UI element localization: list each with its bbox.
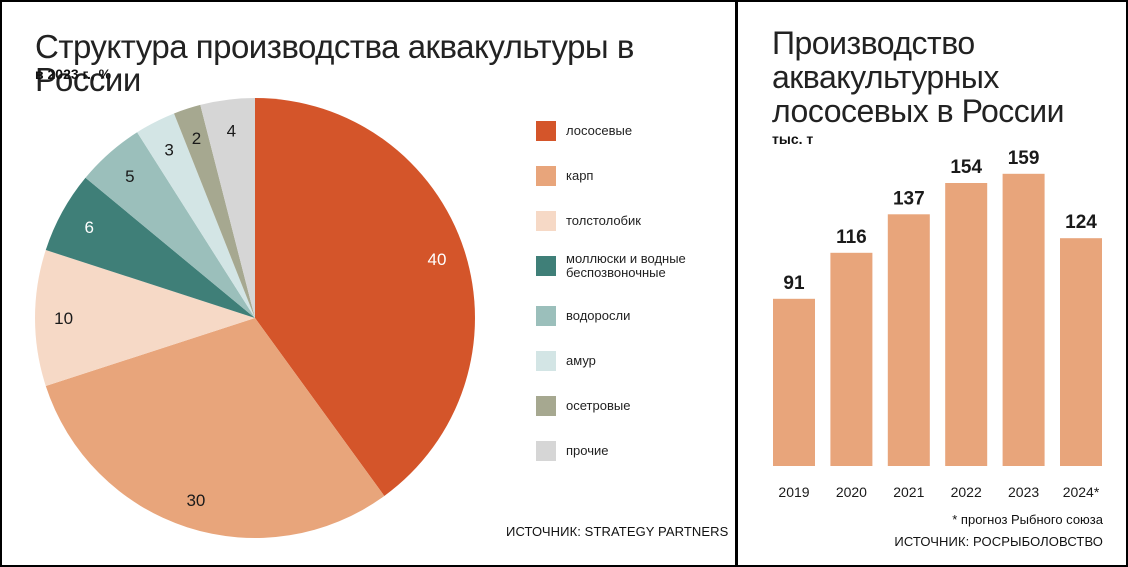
bar-value-label: 124 (1065, 212, 1097, 233)
bar-chart-subtitle: тыс. т (772, 131, 814, 147)
legend-item: карп (536, 165, 726, 187)
bar-chart-title-line-2: аквакультурных (772, 59, 999, 95)
legend-swatch (536, 166, 556, 186)
bar-value-label: 159 (1008, 148, 1040, 169)
legend-label: моллюски и водные беспозвоночные (566, 251, 686, 280)
pie-chart-panel: Структура производства аквакультуры в Ро… (35, 28, 729, 539)
bar-value-label: 137 (893, 188, 925, 209)
legend-item: моллюски и водные беспозвоночные (536, 251, 726, 280)
legend-label: прочие (566, 443, 609, 458)
bar-chart-panel: Производство аквакультурных лососевых в … (738, 0, 1128, 567)
pie-slice (85, 132, 256, 318)
bar-chart-title: Производство аквакультурных лососевых в … (772, 26, 1112, 128)
legend-swatch (536, 211, 556, 231)
pie-slice (137, 113, 255, 318)
pie-chart-source: ИСТОЧНИК: STRATEGY PARTNERS (506, 524, 729, 539)
pie-slice-label: 6 (84, 218, 93, 237)
legend-item: прочие (536, 440, 726, 462)
pie-slice-label: 30 (186, 491, 205, 510)
legend-label: амур (566, 353, 596, 368)
bar-category-label: 2019 (778, 484, 809, 500)
legend-swatch (536, 306, 556, 326)
bar-chart: 91 2019 116 2020 137 2021 154 2022 159 2023 124 202… (773, 148, 1102, 500)
pie-slice (45, 318, 385, 538)
legend-swatch (536, 396, 556, 416)
bar-category-label: 2023 (1008, 484, 1039, 500)
bar (1060, 238, 1102, 466)
pie-slice (35, 250, 255, 386)
bar-value-label: 91 (783, 273, 805, 294)
pie-slice (45, 177, 255, 318)
legend-label: лососевые (566, 123, 633, 138)
pie-slice-label: 5 (125, 167, 134, 186)
bar-value-label: 116 (836, 227, 867, 248)
legend-item: осетровые (536, 395, 726, 417)
bar-value-label: 154 (950, 157, 982, 178)
legend-item: толстолобик (536, 210, 726, 232)
pie-slice-label: 4 (227, 121, 236, 140)
bar (830, 252, 873, 466)
bar-chart-note: * прогноз Рыбного союза (952, 512, 1103, 527)
bar (1002, 173, 1045, 467)
legend-item: водоросли (536, 305, 726, 327)
legend-swatch (536, 441, 556, 461)
bar-category-label: 2022 (951, 484, 982, 500)
legend-label: водоросли (566, 308, 631, 323)
panel-divider (735, 0, 738, 567)
legend-label: толстолобик (566, 213, 641, 228)
pie-slice-label: 40 (428, 250, 447, 269)
bar-chart-title-line-3: лососевых в России (772, 93, 1065, 129)
pie-slice-label: 10 (54, 309, 73, 328)
legend-swatch (536, 351, 556, 371)
legend-label: карп (566, 168, 594, 183)
legend-label: осетровые (566, 398, 631, 413)
bar (945, 183, 988, 466)
bar (887, 214, 930, 466)
bar-chart-title-line-1: Производство (772, 25, 975, 61)
pie-slice-label: 3 (164, 140, 173, 159)
pie-chart-subtitle: в 2023 г., % (35, 66, 112, 82)
bar-category-label: 2020 (836, 484, 867, 500)
pie-slice (174, 104, 255, 318)
bar-category-label: 2021 (893, 484, 924, 500)
bar-category-label: 2024* (1063, 484, 1100, 500)
legend-swatch (536, 121, 556, 141)
pie-slice-label: 2 (192, 129, 201, 148)
bar-chart-source: ИСТОЧНИК: РОСРЫБОЛОВСТВО (894, 534, 1103, 549)
legend-item: лососевые (536, 120, 726, 142)
pie-chart: 40 30 10 6 5 32 4 (35, 98, 475, 538)
legend-swatch (536, 256, 556, 276)
pie-slice (200, 98, 255, 318)
pie-chart-title: Структура производства аквакультуры в Ро… (35, 28, 634, 98)
legend-item: амур (536, 350, 726, 372)
bar (773, 298, 815, 466)
pie-slice (255, 98, 475, 496)
